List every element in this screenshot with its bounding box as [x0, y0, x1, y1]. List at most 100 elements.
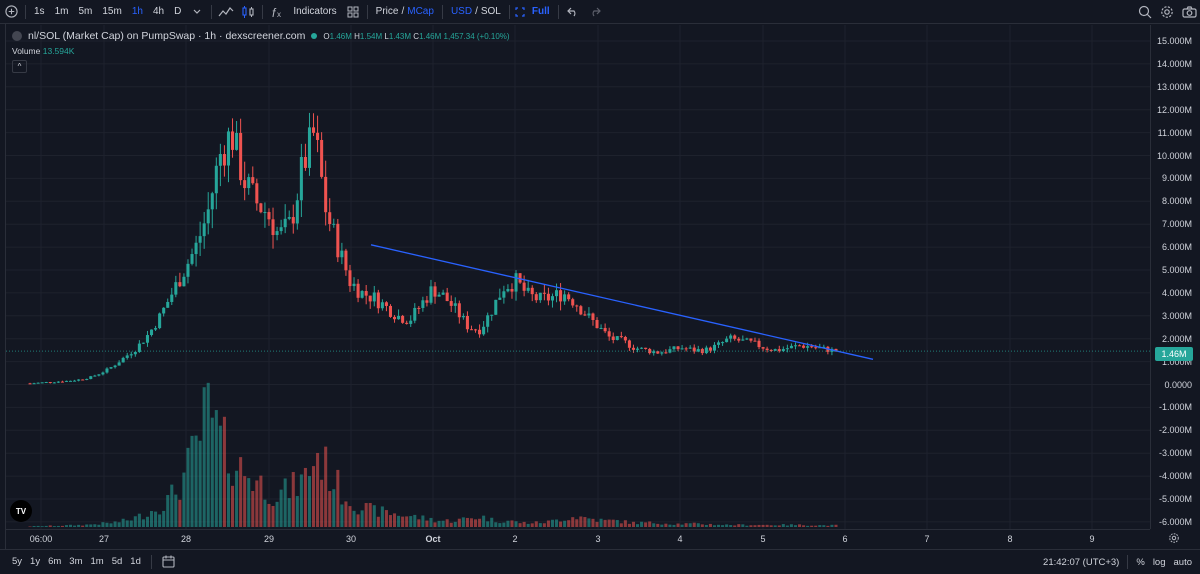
volume-bar [465, 517, 469, 527]
volume-bar [802, 525, 806, 527]
volume-bar [158, 514, 162, 527]
candle-body [526, 287, 530, 291]
volume-bar [303, 467, 307, 527]
volume-bar [356, 514, 360, 527]
candle-body [457, 303, 461, 318]
volume-bar [28, 526, 32, 527]
volume-bar [453, 521, 457, 527]
volume-bar [231, 485, 235, 527]
settings-gear-icon[interactable] [1156, 0, 1178, 24]
volume-bar [380, 506, 384, 527]
chevron-down-icon[interactable] [186, 0, 208, 24]
volume-bar [340, 504, 344, 527]
sol-option[interactable]: SOL [480, 6, 501, 17]
full-button[interactable]: Full [531, 6, 550, 17]
volume-bar [214, 410, 218, 527]
candle-body [749, 338, 753, 341]
plus-circle-icon[interactable] [0, 0, 22, 24]
candle-body [445, 292, 449, 302]
candle-body [761, 347, 765, 349]
candle-body [810, 346, 814, 348]
volume-bar [226, 473, 230, 527]
candle-body [510, 288, 514, 292]
candles-icon[interactable] [237, 0, 259, 24]
candlestick-chart[interactable] [6, 25, 1150, 529]
volume-bar [44, 525, 48, 527]
range-5d[interactable]: 5d [111, 556, 123, 567]
range-6m[interactable]: 6m [48, 556, 62, 567]
tradingview-logo[interactable]: TV [10, 500, 32, 522]
candle-body [648, 348, 652, 354]
layout-grid-icon[interactable] [342, 0, 364, 24]
volume-bar [170, 484, 174, 527]
candle-body [328, 212, 332, 225]
line-chart-icon[interactable] [215, 0, 237, 24]
volume-bar [178, 499, 182, 527]
volume-bar [85, 524, 89, 527]
price-axis-label: -3.000M [1158, 448, 1192, 459]
candle-body [105, 368, 109, 373]
candle-body [295, 200, 299, 224]
axis-settings-icon[interactable] [1168, 532, 1180, 547]
volume-bar [69, 524, 73, 527]
range-1m[interactable]: 1m [90, 556, 104, 567]
candle-body [133, 351, 137, 355]
candle-body [567, 294, 571, 300]
volume-bar [769, 525, 773, 527]
log-toggle[interactable]: log [1152, 556, 1166, 568]
high-key: H [354, 31, 360, 41]
candle-body [384, 302, 388, 306]
high-value: 1.54M [359, 31, 383, 41]
mcap-option[interactable]: MCap [407, 6, 434, 17]
candle-body [502, 291, 506, 298]
candle-body [77, 379, 81, 381]
volume-bar [166, 495, 170, 527]
collapse-legend-button[interactable]: ^ [12, 60, 27, 73]
volume-bar [672, 524, 676, 527]
date-range-icon[interactable] [158, 550, 180, 574]
range-3m[interactable]: 3m [69, 556, 83, 567]
candle-body [194, 242, 198, 255]
volume-bar [636, 524, 640, 527]
percent-toggle[interactable]: % [1136, 556, 1145, 568]
time-axis[interactable]: 06:00 27 28 29 30 Oct 2 3 4 5 6 7 8 9 [6, 529, 1150, 549]
volume-bar [680, 524, 684, 527]
camera-icon[interactable] [1178, 0, 1200, 24]
volume-bar [251, 490, 255, 527]
clock-time[interactable]: 21:42:07 (UTC+3) [1043, 556, 1120, 568]
interval-1h[interactable]: 1h [131, 6, 143, 17]
price-option[interactable]: Price [375, 6, 399, 17]
interval-1m[interactable]: 1m [54, 6, 69, 17]
volume-bar [235, 470, 239, 527]
volume-bar [559, 521, 563, 527]
indicators-button[interactable]: Indicators [293, 6, 337, 17]
chart-title[interactable]: nl/SOL (Market Cap) on PumpSwap · 1h · d… [28, 30, 306, 42]
volume-bar [299, 474, 303, 527]
bottom-toolbar: 5y 1y 6m 3m 1m 5d 1d 21:42:07 (UTC+3) % … [0, 549, 1200, 573]
price-axis[interactable]: 15.000M 14.000M 13.000M 12.000M 11.000M 10.00… [1150, 25, 1200, 529]
time-axis-label: 06:00 [29, 534, 53, 544]
range-1y[interactable]: 1y [30, 556, 41, 567]
redo-icon[interactable] [584, 0, 606, 24]
interval-4h[interactable]: 4h [152, 6, 165, 17]
undo-icon[interactable] [562, 0, 584, 24]
interval-5m[interactable]: 5m [78, 6, 93, 17]
price-mcap-toggle[interactable]: Price / MCap [371, 0, 439, 24]
volume-bar [721, 525, 725, 527]
interval-d[interactable]: D [174, 6, 182, 17]
currency-toggle[interactable]: USD / SOL [446, 0, 506, 24]
volume-bar [737, 524, 741, 527]
fullscreen-icon[interactable] [513, 0, 527, 24]
range-1d[interactable]: 1d [130, 556, 141, 567]
range-5y[interactable]: 5y [12, 556, 23, 567]
volume-bar [526, 523, 530, 527]
usd-option[interactable]: USD [450, 6, 473, 17]
interval-15m[interactable]: 15m [102, 6, 122, 17]
candle-body [409, 320, 413, 324]
time-axis-label: 4 [677, 534, 683, 544]
interval-1s[interactable]: 1s [34, 6, 45, 17]
quick-search-icon[interactable] [1134, 0, 1156, 24]
volume-bar [826, 525, 830, 527]
auto-toggle[interactable]: auto [1173, 556, 1193, 568]
